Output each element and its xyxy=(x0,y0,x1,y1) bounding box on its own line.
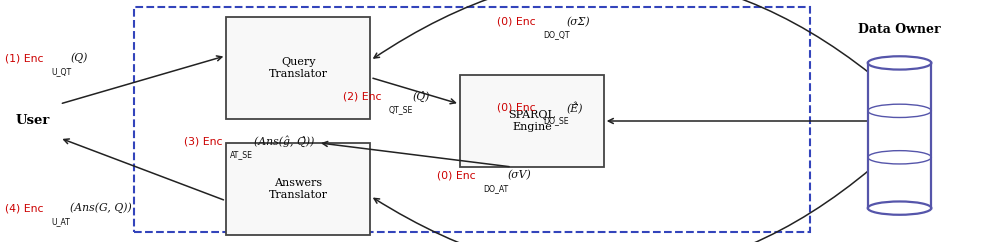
Text: AT_SE: AT_SE xyxy=(230,150,253,159)
Text: (3) Enc: (3) Enc xyxy=(184,136,223,147)
Text: DO_QT: DO_QT xyxy=(543,30,570,40)
Bar xyxy=(134,7,810,232)
Text: SPARQL
Engine: SPARQL Engine xyxy=(508,110,556,132)
Text: (4) Enc: (4) Enc xyxy=(5,203,44,213)
Text: (Ans(ĝ, Q̂)): (Ans(ĝ, Q̂)) xyxy=(253,136,314,147)
Text: (1) Enc: (1) Enc xyxy=(5,53,44,63)
Bar xyxy=(227,17,370,119)
Text: (0) Enc: (0) Enc xyxy=(497,103,536,113)
Text: User: User xyxy=(15,114,50,128)
Text: (0) Enc: (0) Enc xyxy=(497,17,536,27)
Text: (Ans(G, Q)): (Ans(G, Q)) xyxy=(71,203,132,213)
Bar xyxy=(227,143,370,235)
Text: Answers
Translator: Answers Translator xyxy=(268,178,328,200)
Text: (0) Enc: (0) Enc xyxy=(437,170,476,181)
Bar xyxy=(868,63,931,208)
Text: (Ê̂): (Ê̂) xyxy=(567,102,583,114)
Text: DO_AT: DO_AT xyxy=(483,184,509,193)
Text: U_AT: U_AT xyxy=(51,217,70,226)
Text: DO_SE: DO_SE xyxy=(543,116,569,126)
Text: (2) Enc: (2) Enc xyxy=(343,92,382,102)
Text: QT_SE: QT_SE xyxy=(389,106,414,115)
Bar xyxy=(460,75,604,167)
Text: (σV): (σV) xyxy=(507,170,531,181)
Text: (Q): (Q) xyxy=(71,53,87,63)
Text: (Q̂): (Q̂) xyxy=(413,91,430,102)
Text: Data Owner: Data Owner xyxy=(858,23,941,36)
Text: (σΣ): (σΣ) xyxy=(567,17,590,27)
Text: Query
Translator: Query Translator xyxy=(268,57,328,79)
Text: U_QT: U_QT xyxy=(51,67,72,76)
